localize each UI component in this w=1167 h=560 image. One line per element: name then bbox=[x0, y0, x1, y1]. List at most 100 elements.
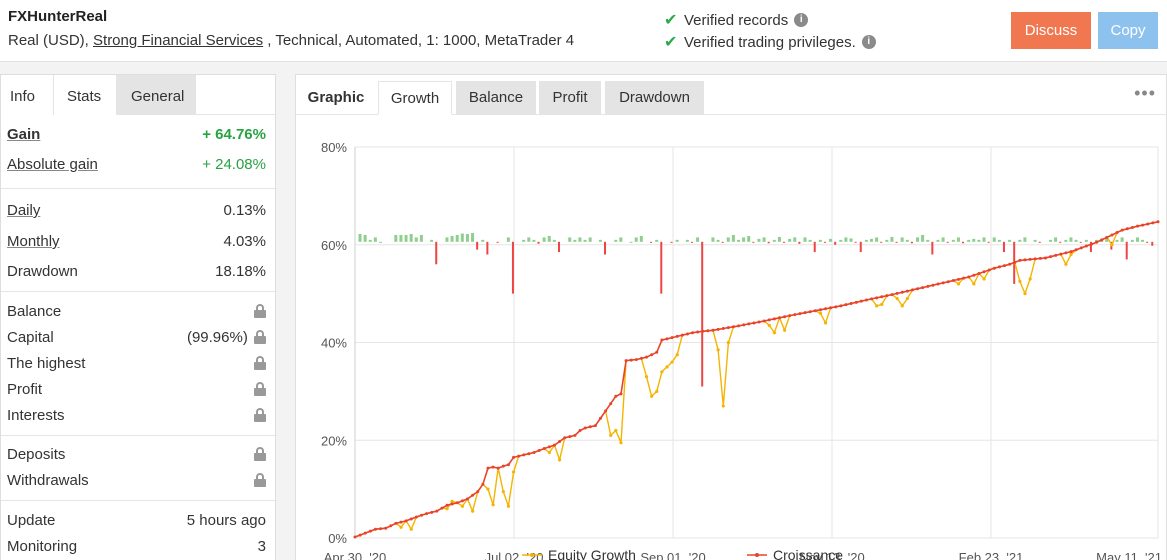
daily-bar bbox=[757, 238, 761, 242]
balance-lock bbox=[252, 300, 266, 324]
croissance-point bbox=[1136, 224, 1140, 228]
stat-update: Update 5 hours ago bbox=[7, 509, 266, 533]
daily-bar bbox=[1135, 237, 1139, 242]
daily-bar bbox=[476, 241, 479, 250]
copy-button[interactable]: Copy bbox=[1098, 12, 1158, 49]
daily-bar bbox=[788, 238, 792, 242]
croissance-point bbox=[926, 284, 930, 288]
daily-bar bbox=[650, 241, 653, 243]
croissance-point bbox=[1069, 250, 1073, 254]
croissance-point bbox=[476, 490, 480, 494]
daily-bar bbox=[527, 237, 531, 242]
equity-point bbox=[783, 328, 787, 332]
daily-bar bbox=[823, 241, 826, 243]
discuss-button[interactable]: Discuss bbox=[1011, 12, 1091, 49]
x-tick-label: Apr 30, '20 bbox=[324, 550, 386, 560]
croissance-point bbox=[588, 425, 592, 429]
daily-bar bbox=[1079, 241, 1082, 243]
check-icon: ✔ bbox=[664, 34, 678, 51]
absolute-gain-label[interactable]: Absolute gain bbox=[7, 156, 98, 173]
tab-drawdown[interactable]: Drawdown bbox=[605, 81, 704, 115]
tab-profit[interactable]: Profit bbox=[539, 81, 601, 115]
daily-bar bbox=[1146, 241, 1149, 243]
daily-bar bbox=[762, 237, 766, 242]
equity-point bbox=[665, 365, 669, 369]
lock-icon bbox=[254, 473, 266, 488]
daily-bar bbox=[982, 237, 986, 242]
info-icon[interactable]: i bbox=[861, 35, 876, 49]
croissance-point bbox=[1090, 242, 1094, 246]
account-title: FXHunterReal bbox=[8, 8, 108, 25]
croissance-point bbox=[685, 332, 689, 336]
croissance-point bbox=[1028, 257, 1032, 261]
stat-deposits: Deposits bbox=[7, 443, 266, 467]
equity-point bbox=[772, 331, 777, 335]
daily-bar bbox=[552, 239, 556, 242]
lock-icon bbox=[254, 330, 266, 345]
croissance-point bbox=[578, 428, 582, 432]
daily-bar bbox=[409, 233, 413, 242]
croissance-point bbox=[854, 300, 858, 304]
croissance-point bbox=[834, 305, 838, 309]
croissance-point bbox=[711, 328, 715, 332]
croissance-point bbox=[1003, 264, 1007, 268]
croissance-point bbox=[614, 394, 618, 398]
daily-bars bbox=[358, 233, 1154, 387]
croissance-point bbox=[798, 312, 802, 316]
tab-growth[interactable]: Growth bbox=[378, 81, 452, 115]
gain-value: + 64.76% bbox=[202, 126, 266, 143]
monthly-label[interactable]: Monthly bbox=[7, 233, 60, 250]
update-value: 5 hours ago bbox=[186, 512, 266, 529]
daily-bar bbox=[808, 239, 812, 242]
daily-bar bbox=[639, 235, 643, 242]
croissance-point bbox=[1141, 223, 1145, 227]
equity-point bbox=[982, 277, 986, 281]
equity-point bbox=[818, 311, 823, 315]
daily-value: 0.13% bbox=[223, 202, 266, 219]
croissance-point bbox=[471, 493, 475, 497]
daily-label[interactable]: Daily bbox=[7, 202, 41, 219]
croissance-point bbox=[793, 313, 797, 317]
croissance-point bbox=[1043, 256, 1047, 260]
daily-bar bbox=[1038, 241, 1041, 243]
stat-balance: Balance bbox=[7, 300, 266, 324]
daily-bar bbox=[614, 239, 618, 242]
croissance-point bbox=[506, 463, 510, 467]
info-icon[interactable]: i bbox=[794, 13, 809, 27]
daily-bar bbox=[803, 237, 807, 242]
croissance-point bbox=[916, 287, 920, 291]
broker-link[interactable]: Strong Financial Services bbox=[93, 32, 264, 49]
croissance-point bbox=[737, 324, 741, 328]
croissance-point bbox=[870, 297, 874, 301]
croissance-point bbox=[910, 288, 914, 292]
croissance-point bbox=[645, 355, 649, 359]
daily-bar bbox=[1084, 239, 1088, 242]
daily-bar bbox=[619, 237, 623, 242]
divider bbox=[1, 291, 275, 292]
account-meta-suffix: , Technical, Automated, 1: 1000, MetaTra… bbox=[263, 32, 575, 49]
account-header: FXHunterReal Real (USD), Strong Financia… bbox=[0, 0, 1167, 62]
daily-bar bbox=[1002, 241, 1005, 253]
tab-stats[interactable]: Stats bbox=[53, 75, 117, 115]
stat-daily: Daily 0.13% bbox=[7, 199, 266, 223]
croissance-point bbox=[864, 298, 868, 302]
croissance-point bbox=[373, 527, 377, 531]
tab-general[interactable]: General bbox=[117, 75, 196, 115]
croissance-point bbox=[1079, 246, 1083, 250]
croissance-point bbox=[639, 356, 643, 360]
gain-label[interactable]: Gain bbox=[7, 126, 41, 143]
croissance-point bbox=[409, 517, 413, 521]
lock-icon bbox=[254, 447, 266, 462]
equity-point bbox=[956, 282, 961, 286]
equity-point bbox=[1110, 243, 1114, 247]
croissance-point bbox=[1054, 253, 1058, 257]
daily-bar bbox=[378, 241, 382, 243]
lock-icon bbox=[254, 304, 266, 319]
tab-balance[interactable]: Balance bbox=[456, 81, 536, 115]
daily-bar bbox=[557, 241, 560, 253]
equity-point bbox=[460, 504, 465, 508]
croissance-point bbox=[982, 270, 986, 274]
daily-bar bbox=[987, 241, 990, 243]
more-options-icon[interactable]: ••• bbox=[1134, 83, 1156, 103]
tab-info[interactable]: Info bbox=[1, 75, 53, 115]
